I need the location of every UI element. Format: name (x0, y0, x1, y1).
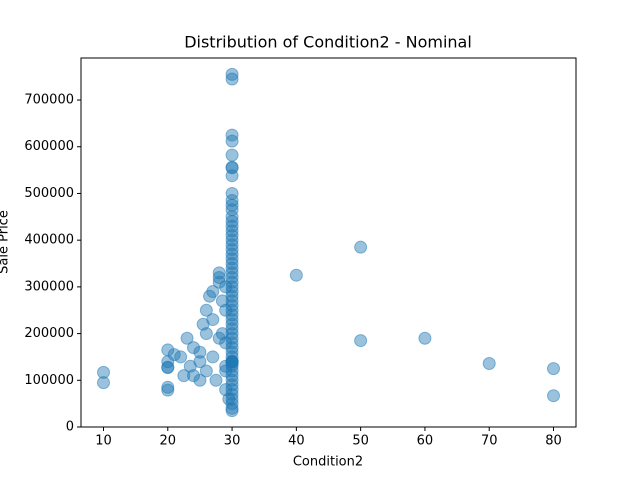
point (225, 271, 239, 285)
point (206, 350, 220, 364)
point (219, 280, 233, 294)
point (174, 350, 188, 364)
point (212, 271, 226, 285)
point (177, 369, 191, 383)
point (187, 369, 200, 383)
point (219, 303, 233, 317)
point (212, 275, 226, 289)
point (225, 238, 239, 252)
point (225, 313, 239, 327)
point (225, 378, 239, 392)
point (225, 228, 239, 242)
point (199, 303, 213, 317)
point (354, 334, 368, 348)
y-tick-label: 400000 (24, 233, 74, 248)
point (225, 193, 239, 207)
point (225, 219, 239, 233)
point (225, 261, 239, 275)
point (225, 169, 239, 183)
point (354, 240, 368, 254)
point (225, 214, 239, 228)
point (97, 365, 110, 379)
point (193, 373, 207, 387)
point (225, 275, 239, 289)
point (547, 389, 560, 403)
point (97, 376, 110, 390)
point (199, 327, 213, 341)
point (225, 373, 239, 387)
point (212, 266, 226, 280)
x-tick-label: 20 (160, 434, 177, 449)
point (209, 373, 223, 387)
point (225, 243, 239, 257)
point (225, 327, 239, 341)
point (225, 67, 239, 81)
point (222, 392, 236, 406)
point (161, 380, 175, 394)
point (418, 331, 432, 345)
y-tick-label: 100000 (24, 373, 74, 388)
point (225, 341, 239, 355)
plot-frame (80, 57, 577, 428)
chart-title: Distribution of Condition2 - Nominal (184, 33, 472, 52)
point (206, 313, 220, 327)
point (225, 233, 239, 247)
y-tick-label: 700000 (24, 93, 74, 108)
y-tick-label: 600000 (24, 139, 74, 154)
x-tick-label: 80 (545, 434, 562, 449)
point (180, 331, 194, 345)
point (219, 336, 233, 350)
point (289, 268, 303, 282)
point (193, 355, 207, 369)
point (225, 294, 239, 308)
point (225, 317, 239, 331)
point (225, 266, 239, 280)
point (206, 285, 220, 299)
point (161, 361, 175, 375)
point (225, 210, 239, 224)
y-tick-label: 300000 (24, 279, 74, 294)
points (97, 67, 560, 418)
point (161, 383, 175, 397)
point (225, 404, 239, 418)
point (225, 350, 239, 364)
point (225, 134, 239, 148)
point (482, 356, 496, 370)
point (225, 247, 239, 261)
point (225, 257, 239, 271)
point (225, 252, 239, 266)
x-axis-label: Condition2 (293, 455, 363, 470)
point (225, 308, 239, 322)
point (187, 341, 200, 355)
y-tick-label: 500000 (24, 186, 74, 201)
point (225, 285, 239, 299)
x-tick-label: 50 (352, 434, 369, 449)
y-tick-label: 200000 (24, 326, 74, 341)
y-axis-label: Sale Price (0, 210, 12, 274)
point (219, 364, 233, 378)
x-tick-label: 10 (95, 434, 112, 449)
y-tick-label: 0 (66, 420, 74, 435)
x-tick-label: 30 (224, 434, 241, 449)
point (225, 148, 239, 162)
point (199, 364, 213, 378)
point (547, 362, 560, 376)
point (225, 355, 239, 369)
x-tick-label: 70 (481, 434, 498, 449)
point (219, 359, 233, 373)
point (225, 224, 239, 238)
x-tick-label: 60 (417, 434, 434, 449)
point (193, 345, 207, 359)
point (225, 72, 239, 86)
x-tick-label: 40 (288, 434, 305, 449)
